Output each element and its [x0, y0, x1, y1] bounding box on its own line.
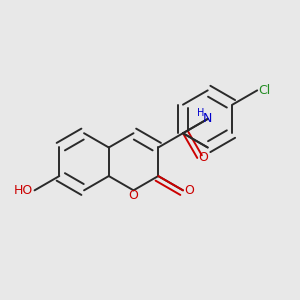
Text: O: O: [184, 184, 194, 197]
Text: H: H: [197, 108, 204, 118]
Text: N: N: [203, 112, 212, 125]
Text: HO: HO: [14, 184, 33, 197]
Text: O: O: [129, 189, 138, 202]
Text: O: O: [198, 152, 208, 164]
Text: Cl: Cl: [258, 84, 270, 97]
